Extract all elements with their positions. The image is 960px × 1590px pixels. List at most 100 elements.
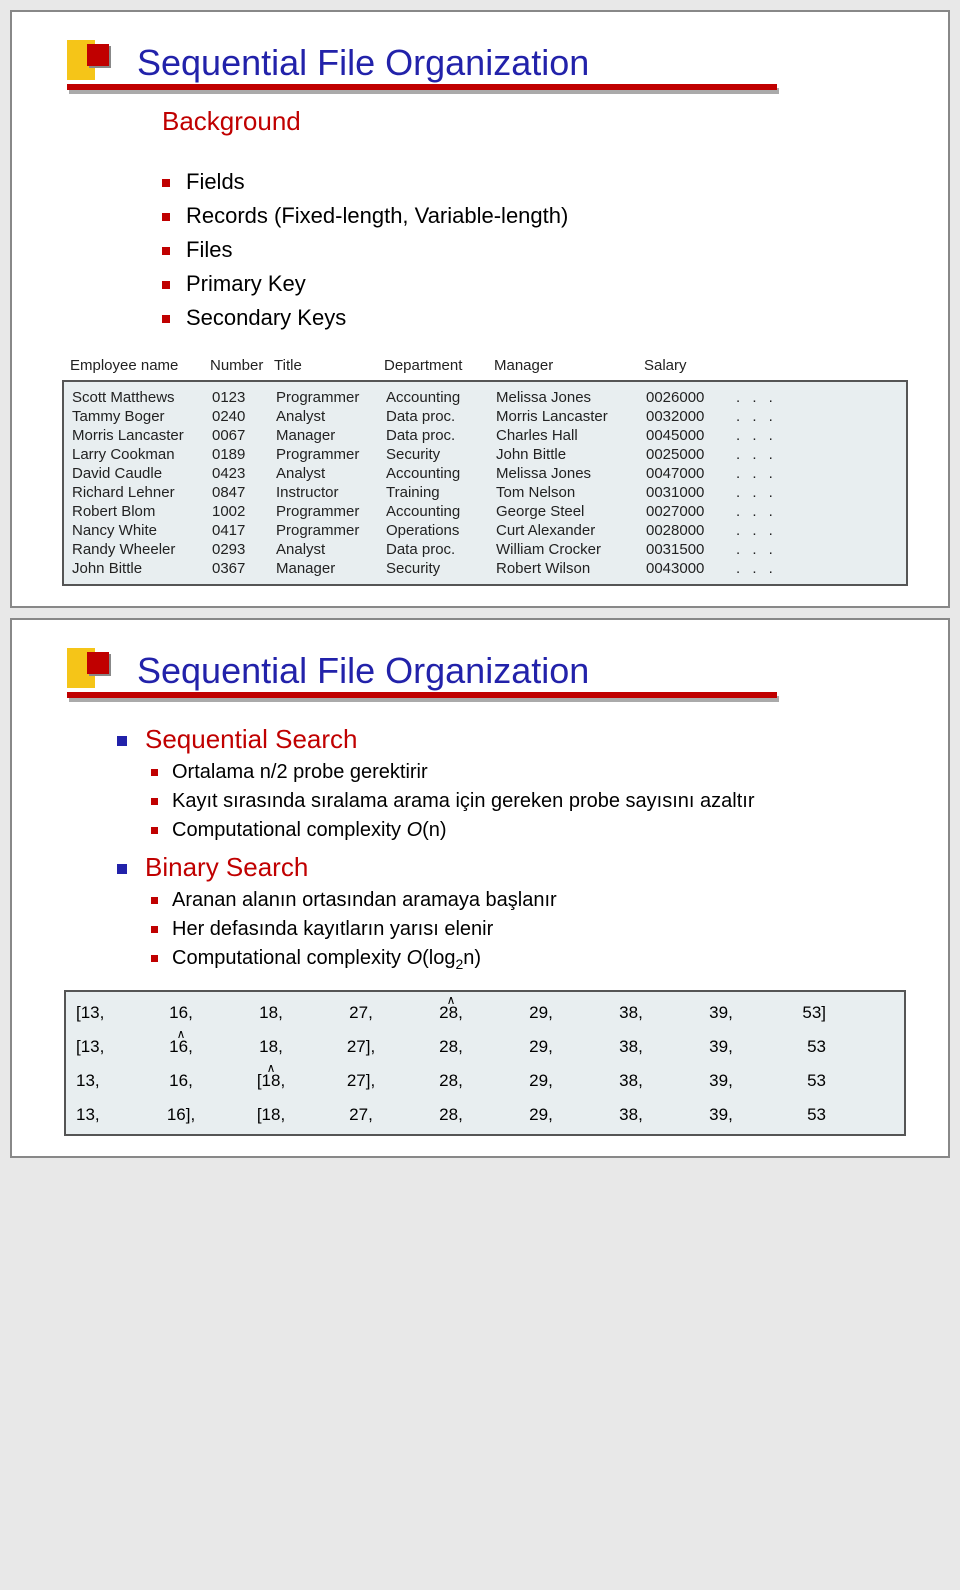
binary-cell: [13,	[76, 1003, 136, 1023]
section-heading-text: Sequential Search	[145, 724, 357, 755]
binary-cell: 29,	[496, 1105, 586, 1125]
table-header: Manager	[494, 357, 644, 374]
table-cell: Melissa Jones	[496, 465, 646, 482]
bullet-square-icon	[151, 955, 158, 962]
table-cell-dots: . . .	[736, 465, 796, 482]
table-cell: 0423	[212, 465, 276, 482]
table-cell: 0293	[212, 541, 276, 558]
table-cell: Morris Lancaster	[72, 427, 212, 444]
caret-icon: ∧	[267, 1061, 276, 1075]
table-cell: Programmer	[276, 522, 386, 539]
table-cell: Instructor	[276, 484, 386, 501]
table-cell: 0032000	[646, 408, 736, 425]
bullet-square-icon	[162, 247, 170, 255]
bullet-text: Primary Key	[186, 271, 306, 297]
binary-cell: 16,∧	[136, 1037, 226, 1057]
table-row: Larry Cookman0189ProgrammerSecurityJohn …	[72, 445, 898, 464]
table-cell: Randy Wheeler	[72, 541, 212, 558]
binary-step-row: 13,16,[18,∧27],28,29,38,39,53	[76, 1064, 894, 1098]
table-cell: 0847	[212, 484, 276, 501]
table-cell-dots: . . .	[736, 389, 796, 406]
table-cell: Programmer	[276, 446, 386, 463]
table-cell-dots: . . .	[736, 522, 796, 539]
table-cell: 0031000	[646, 484, 736, 501]
table-cell: Programmer	[276, 503, 386, 520]
bullet-text: Ortalama n/2 probe gerektirir	[172, 761, 428, 784]
table-cell: Training	[386, 484, 496, 501]
table-row: David Caudle0423AnalystAccountingMelissa…	[72, 464, 898, 483]
table-cell: 0025000	[646, 446, 736, 463]
section-heading: Sequential Search	[117, 724, 908, 755]
table-row: Tammy Boger0240AnalystData proc.Morris L…	[72, 407, 898, 426]
table-header: Number	[210, 357, 274, 374]
slide-2: Sequential File Organization Sequential …	[10, 618, 950, 1158]
bullet-text: Secondary Keys	[186, 305, 346, 331]
table-cell: 0027000	[646, 503, 736, 520]
bullet-square-icon	[151, 769, 158, 776]
table-cell: 0047000	[646, 465, 736, 482]
bullet-item: Aranan alanın ortasından aramaya başlanı…	[151, 889, 908, 912]
table-cell: Accounting	[386, 389, 496, 406]
binary-cell: 13,	[76, 1071, 136, 1091]
table-cell: Security	[386, 446, 496, 463]
table-cell: Security	[386, 560, 496, 577]
binary-cell: 38,	[586, 1003, 676, 1023]
bullet-item: Ortalama n/2 probe gerektirir	[151, 761, 908, 784]
table-cell: David Caudle	[72, 465, 212, 482]
binary-cell: 28,	[406, 1105, 496, 1125]
table-cell: Tom Nelson	[496, 484, 646, 501]
bullet-text: Fields	[186, 169, 245, 195]
table-row: Richard Lehner0847InstructorTrainingTom …	[72, 483, 898, 502]
binary-cell: 38,	[586, 1105, 676, 1125]
binary-cell: 29,	[496, 1037, 586, 1057]
slide-title: Sequential File Organization	[137, 650, 908, 692]
binary-cell: 39,	[676, 1105, 766, 1125]
slide-decoration	[67, 40, 122, 95]
table-cell: 0045000	[646, 427, 736, 444]
table-cell-dots: . . .	[736, 484, 796, 501]
table-cell: 0189	[212, 446, 276, 463]
binary-cell: 16,	[136, 1003, 226, 1023]
binary-search-steps: [13,16,18,27,28,∧29,38,39,53][13,16,∧18,…	[64, 990, 906, 1136]
binary-step-row: [13,16,18,27,28,∧29,38,39,53]	[76, 996, 894, 1030]
binary-cell: [13,	[76, 1037, 136, 1057]
table-cell: Data proc.	[386, 408, 496, 425]
table-cell-dots: . . .	[736, 446, 796, 463]
bullet-square-icon	[151, 827, 158, 834]
bullet-text: Aranan alanın ortasından aramaya başlanı…	[172, 889, 557, 912]
table-cell: Curt Alexander	[496, 522, 646, 539]
binary-cell: 18,	[226, 1003, 316, 1023]
caret-icon: ∧	[447, 993, 456, 1007]
table-cell: John Bittle	[72, 560, 212, 577]
table-cell: Nancy White	[72, 522, 212, 539]
binary-cell: 39,	[676, 1037, 766, 1057]
binary-cell: 27],	[316, 1037, 406, 1057]
table-cell: Accounting	[386, 465, 496, 482]
binary-cell: 39,	[676, 1071, 766, 1091]
bullet-square-icon	[151, 798, 158, 805]
binary-cell: [18,	[226, 1105, 316, 1125]
slide-subtitle: Background	[162, 106, 908, 137]
binary-cell: [18,∧	[226, 1071, 316, 1091]
bullet-item: Kayıt sırasında sıralama arama için gere…	[151, 790, 908, 813]
section-heading: Binary Search	[117, 852, 908, 883]
caret-icon: ∧	[177, 1027, 186, 1041]
table-cell: Robert Wilson	[496, 560, 646, 577]
table-cell-dots: . . .	[736, 408, 796, 425]
binary-cell: 16,	[136, 1071, 226, 1091]
table-cell: Analyst	[276, 408, 386, 425]
bullet-item: Computational complexity O(log2n)	[151, 947, 908, 972]
binary-cell: 28,	[406, 1071, 496, 1091]
binary-cell: 53	[766, 1071, 826, 1091]
binary-cell: 53]	[766, 1003, 826, 1023]
bullet-text: Her defasında kayıtların yarısı elenir	[172, 918, 493, 941]
bullet-text: Files	[186, 237, 232, 263]
table-row: Nancy White0417ProgrammerOperationsCurt …	[72, 521, 898, 540]
binary-cell: 13,	[76, 1105, 136, 1125]
table-cell: Accounting	[386, 503, 496, 520]
bullet-square-icon	[162, 281, 170, 289]
binary-cell: 53	[766, 1037, 826, 1057]
table-cell: 1002	[212, 503, 276, 520]
bullet-square-icon	[151, 926, 158, 933]
bullet-square-icon	[162, 213, 170, 221]
